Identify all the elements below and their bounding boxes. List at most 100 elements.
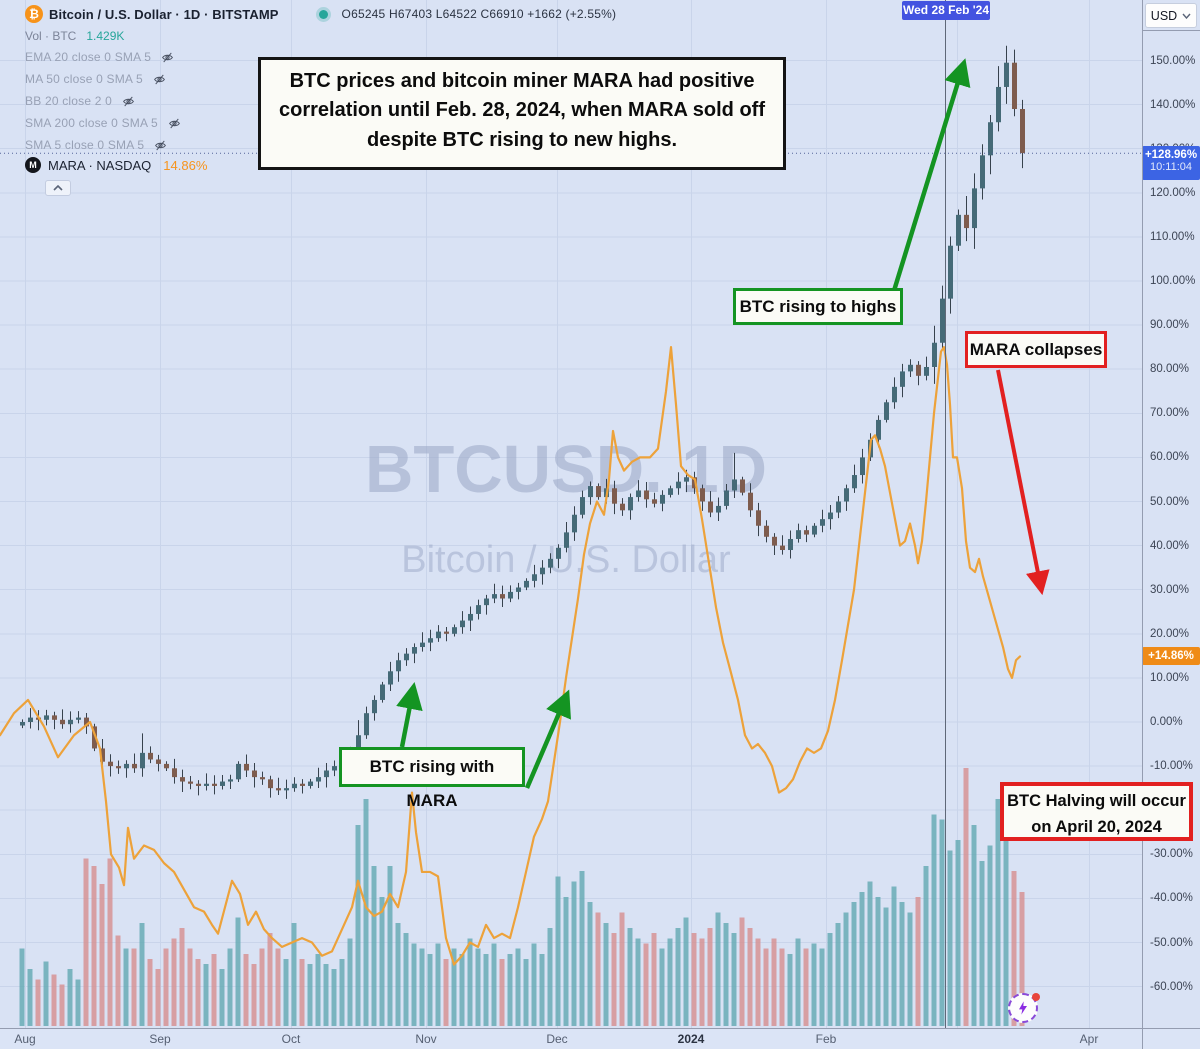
btc-candle: [332, 766, 337, 771]
annotation-mara-collapses[interactable]: MARA collapses: [965, 331, 1107, 368]
symbol-title[interactable]: Bitcoin / U.S. Dollar · 1D · BITSTAMP: [49, 6, 279, 22]
btc-candle: [972, 188, 977, 229]
main-annotation-box[interactable]: BTC prices and bitcoin miner MARA had po…: [258, 57, 786, 170]
indicator-label: MA 50 close 0 SMA 5: [25, 72, 143, 86]
eye-off-icon[interactable]: [167, 117, 182, 130]
volume-bar: [323, 964, 329, 1026]
btc-candle: [220, 781, 225, 786]
volume-bar: [995, 798, 1001, 1026]
eye-off-icon[interactable]: [153, 139, 168, 152]
time-axis[interactable]: Aug Sep Oct Nov Dec 2024 Feb Apr: [0, 1028, 1200, 1049]
btc-candle: [844, 488, 849, 502]
volume-bar: [867, 881, 873, 1026]
volume-bar: [595, 912, 601, 1026]
volume-bar: [875, 897, 881, 1026]
volume-bar: [163, 948, 169, 1026]
arrow-btc-rising-to-highs[interactable]: [890, 58, 971, 295]
btc-candle: [532, 574, 537, 581]
eye-off-icon[interactable]: [160, 51, 175, 64]
btc-candle: [572, 514, 577, 533]
volume-bar: [707, 927, 713, 1026]
volume-bar: [643, 943, 649, 1026]
volume-bar: [723, 922, 729, 1026]
arrow-btc-rising-with-mara-2[interactable]: [524, 689, 571, 789]
btc-candle: [860, 457, 865, 476]
volume-bar: [955, 840, 961, 1026]
volume-bar: [435, 943, 441, 1026]
btc-candle: [524, 580, 529, 588]
indicator-row[interactable]: MA 50 close 0 SMA 5: [25, 72, 167, 86]
indicator-row[interactable]: EMA 20 close 0 SMA 5: [25, 50, 175, 64]
btc-candle: [836, 501, 841, 513]
annotation-btc-rising-to-highs[interactable]: BTC rising to highs: [733, 288, 903, 325]
btc-change-percent: +128.96%: [1144, 149, 1198, 161]
btc-candle: [508, 591, 513, 599]
price-axis[interactable]: USD 150.00%140.00%130.00%120.00%110.00%1…: [1142, 0, 1200, 1028]
volume-bar: [587, 902, 593, 1026]
btc-candle: [388, 671, 393, 685]
btc-candle: [1004, 62, 1009, 87]
currency-selector[interactable]: USD: [1145, 3, 1197, 28]
annotation-btc-halving[interactable]: BTC Halving will occur on April 20, 2024: [1000, 782, 1193, 841]
indicator-row[interactable]: SMA 5 close 0 SMA 5: [25, 138, 168, 152]
volume-bar: [579, 871, 585, 1026]
btc-candle: [940, 298, 945, 343]
volume-bar: [715, 912, 721, 1026]
volume-bar: [123, 948, 129, 1026]
volume-bar: [379, 897, 385, 1026]
btc-last-price-badge: +128.96% 10:11:04: [1142, 146, 1200, 180]
btc-candle: [196, 783, 201, 786]
halving-line2: on April 20, 2024: [1031, 817, 1162, 836]
volume-bar: [59, 984, 65, 1026]
ohlc-values: O65245 H67403 L64522 C66910 +1662 (+2.55…: [341, 7, 617, 21]
volume-row[interactable]: Vol · BTC 1.429K: [25, 29, 124, 43]
y-axis-tick: 50.00%: [1150, 495, 1190, 508]
volume-bar: [611, 933, 617, 1026]
volume-bar: [771, 938, 777, 1026]
btc-candle: [116, 766, 121, 769]
axis-border-line: [1142, 0, 1143, 1049]
btc-candle: [108, 761, 113, 767]
btc-candle: [180, 777, 185, 782]
annotation-btc-rising-with-mara[interactable]: BTC rising with MARA: [339, 747, 525, 810]
volume-bar: [699, 938, 705, 1026]
mara-overlay-row[interactable]: M MARA · NASDAQ 14.86%: [25, 157, 207, 173]
x-axis-tick: 2024: [677, 1032, 705, 1046]
eye-off-icon[interactable]: [152, 73, 167, 86]
btc-candle: [652, 499, 657, 504]
btc-candle: [316, 777, 321, 782]
bar-close-countdown: 10:11:04: [1149, 161, 1192, 173]
indicator-row[interactable]: BB 20 close 2 0: [25, 94, 136, 108]
eye-off-icon[interactable]: [121, 95, 136, 108]
market-status-dot[interactable]: [318, 9, 328, 19]
btc-candle: [404, 653, 409, 661]
btc-candle: [644, 490, 649, 500]
btc-candle: [20, 722, 25, 726]
y-axis-tick: -30.00%: [1150, 848, 1193, 861]
y-axis-tick: 0.00%: [1150, 716, 1183, 728]
btc-candle: [700, 488, 705, 502]
btc-candle: [476, 605, 481, 614]
volume-bar: [395, 922, 401, 1026]
btc-candle: [484, 598, 489, 606]
collapse-indicators-button[interactable]: [45, 180, 71, 196]
btc-candle: [876, 419, 881, 440]
chevron-down-icon: [1182, 13, 1191, 19]
y-axis-tick: 140.00%: [1150, 98, 1196, 111]
volume-bar: [203, 964, 209, 1026]
btc-candle: [276, 788, 281, 791]
volume-bar: [275, 948, 281, 1026]
y-axis-tick: 150.00%: [1150, 54, 1196, 67]
volume-bar: [1011, 871, 1017, 1026]
indicator-row[interactable]: SMA 200 close 0 SMA 5: [25, 116, 182, 130]
btc-candle: [156, 759, 161, 764]
arrow-mara-collapses[interactable]: [996, 369, 1050, 596]
btc-candle: [172, 768, 177, 778]
btc-candle: [132, 763, 137, 769]
volume-bar: [843, 912, 849, 1026]
arrow-btc-rising-with-mara-1[interactable]: [396, 682, 423, 748]
x-axis-tick: Dec: [546, 1032, 568, 1046]
volume-bar: [891, 886, 897, 1026]
